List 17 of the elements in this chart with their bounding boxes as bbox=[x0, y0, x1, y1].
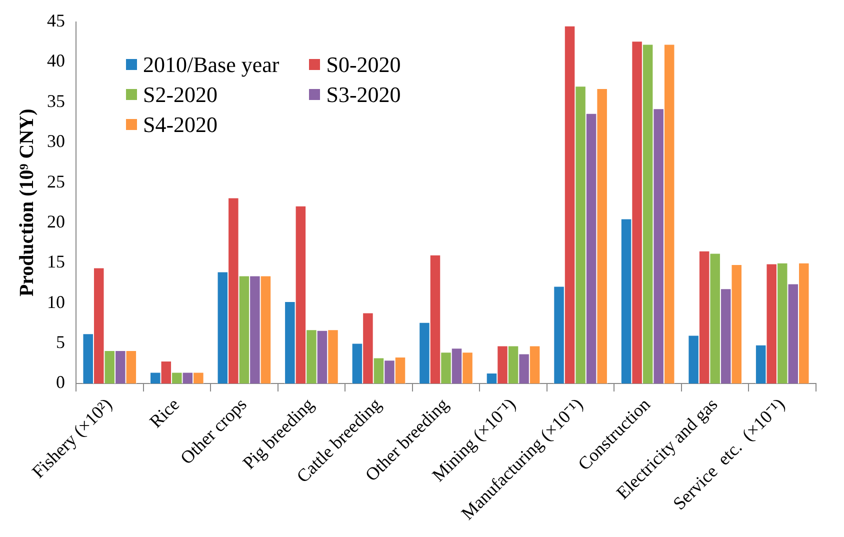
legend-label: S0-2020 bbox=[326, 52, 401, 78]
y-tick-label: 35 bbox=[47, 90, 65, 111]
y-axis-title: Production (10⁹ CNY) bbox=[16, 108, 38, 297]
y-tick-label: 10 bbox=[47, 292, 65, 312]
y-tick-label: 40 bbox=[47, 50, 65, 71]
y-tick-label: 30 bbox=[47, 131, 65, 152]
legend-label: S4-2020 bbox=[143, 112, 218, 138]
y-tick-label: 45 bbox=[47, 10, 65, 31]
y-tick-label: 5 bbox=[56, 332, 65, 352]
y-tick-label: 0 bbox=[56, 372, 65, 392]
y-tick-label: 25 bbox=[47, 171, 65, 192]
legend-label: S3-2020 bbox=[326, 82, 401, 108]
legend-label: S2-2020 bbox=[143, 82, 218, 108]
y-tick-label: 15 bbox=[47, 252, 65, 272]
legend-label: 2010/Base year bbox=[143, 52, 280, 78]
x-tick-label: Rice bbox=[146, 394, 184, 432]
y-tick-label: 20 bbox=[47, 211, 65, 232]
